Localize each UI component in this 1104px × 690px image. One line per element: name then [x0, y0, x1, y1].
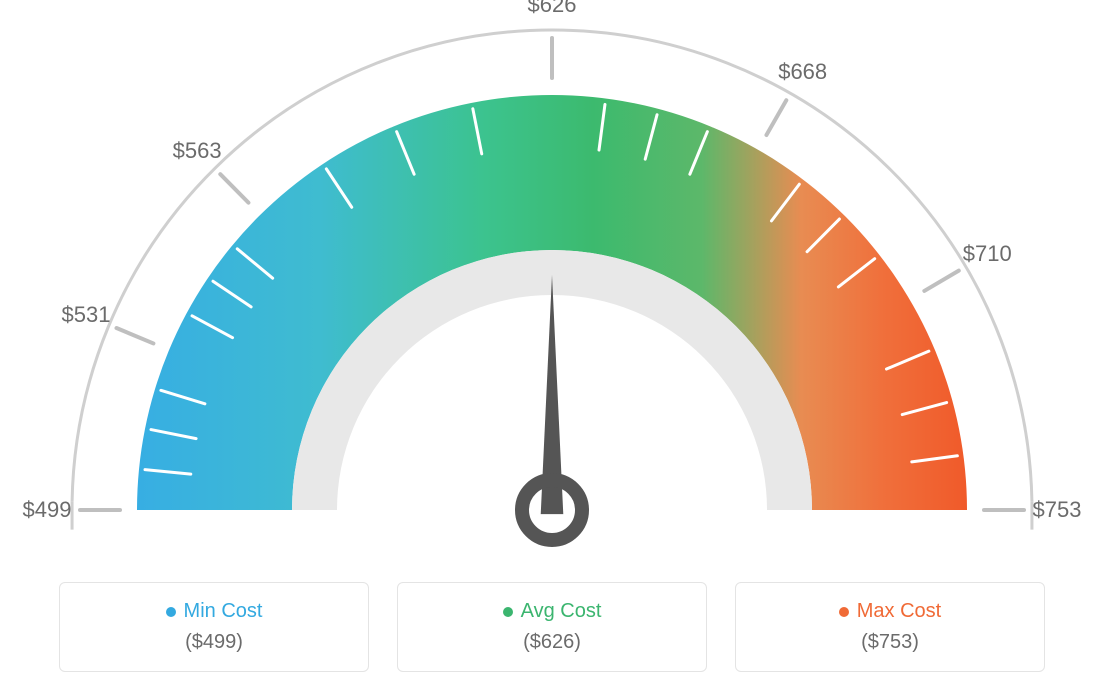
legend-value: ($753) — [861, 631, 919, 654]
gauge-svg — [0, 0, 1104, 560]
legend-title-row: Avg Cost — [503, 600, 602, 623]
legend-card-max: Max Cost ($753) — [735, 582, 1045, 672]
legend-value: ($626) — [523, 631, 581, 654]
gauge-tick-label: $668 — [778, 59, 827, 85]
legend-dot-icon — [839, 607, 849, 617]
gauge-tick-label: $753 — [1033, 497, 1082, 523]
legend-title: Min Cost — [184, 600, 263, 623]
gauge-major-tick — [766, 100, 786, 135]
legend-dot-icon — [503, 607, 513, 617]
legend-card-avg: Avg Cost ($626) — [397, 582, 707, 672]
gauge-tick-label: $626 — [528, 0, 577, 18]
legend-row: Min Cost ($499) Avg Cost ($626) Max Cost ($75… — [0, 582, 1104, 672]
gauge-major-tick — [924, 271, 958, 291]
gauge-tick-label: $710 — [963, 241, 1012, 267]
legend-dot-icon — [166, 607, 176, 617]
legend-title-row: Max Cost — [839, 600, 941, 623]
gauge-major-tick — [220, 174, 248, 202]
legend-card-min: Min Cost ($499) — [59, 582, 369, 672]
legend-title-row: Min Cost — [166, 600, 263, 623]
legend-value: ($499) — [185, 631, 243, 654]
gauge-tick-label: $531 — [62, 302, 111, 328]
gauge-chart: $499 $531 $563 $626 $668 $710 $753 — [0, 0, 1104, 560]
legend-title: Max Cost — [857, 600, 941, 623]
gauge-major-tick — [116, 328, 153, 343]
legend-title: Avg Cost — [521, 600, 602, 623]
gauge-tick-label: $499 — [23, 497, 72, 523]
gauge-tick-label: $563 — [173, 138, 222, 164]
